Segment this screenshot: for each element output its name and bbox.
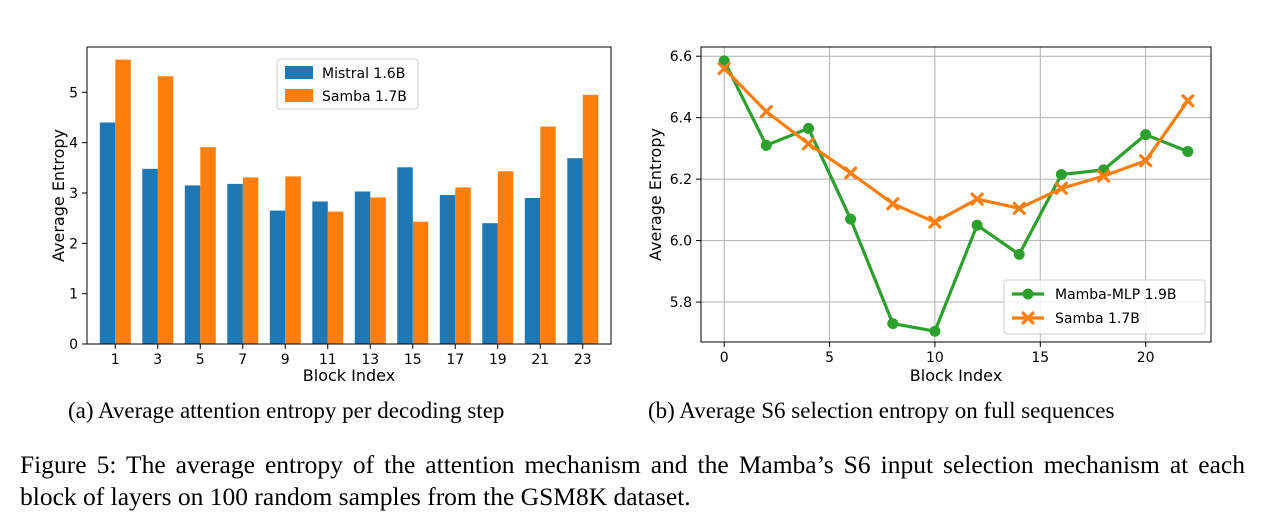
subcaption-b: (b) Average S6 selection entropy on full… [648, 398, 1115, 423]
marker-mamba-mlp [887, 318, 899, 330]
legend-swatch-a [285, 66, 313, 79]
bar-mistral [269, 210, 286, 344]
marker-samba [1096, 169, 1111, 183]
marker-samba [928, 215, 942, 229]
bar-samba [540, 126, 556, 344]
legend-label-a: Samba 1.7B [322, 89, 407, 105]
marker-mamba-mlp [1013, 248, 1025, 260]
y-tick-label-a: 5 [69, 85, 78, 101]
plot-frame-b [700, 46, 1212, 343]
bar-samba [242, 177, 259, 344]
x-axis-label-a: Block Index [303, 366, 395, 385]
subcaption-a: (a) Average attention entropy per decodi… [68, 398, 505, 423]
y-tick-label-b: 6.2 [670, 172, 692, 188]
y-tick-label-b: 6.4 [670, 111, 692, 127]
y-tick-label-a: 0 [69, 337, 78, 353]
x-tick-label-a: 17 [446, 352, 464, 368]
marker-samba [1139, 154, 1153, 168]
bar-samba [115, 59, 131, 344]
marker-samba [1012, 201, 1026, 215]
chart-b: 0 5 10 15 20 5.8 6.0 6.2 6.4 6.6 Block Index Averag… [646, 46, 1212, 385]
marker-mamba-mlp [971, 219, 983, 231]
bar-mistral [482, 223, 498, 344]
legend-a: Mistral 1.6B Samba 1.7B [276, 58, 419, 110]
x-tick-label-a: 9 [281, 352, 290, 368]
plot-frame-a [86, 46, 612, 345]
x-tick-label-a: 13 [361, 352, 379, 368]
bar-mistral [227, 183, 243, 344]
legend-marker-b [1021, 311, 1035, 325]
bar-samba [327, 211, 344, 344]
bar-mistral [99, 122, 116, 344]
legend-label-b: Samba 1.7B [1055, 311, 1140, 327]
x-tick-label-b: 15 [1031, 350, 1049, 366]
bar-samba [455, 187, 471, 344]
marker-samba [844, 166, 858, 180]
bar-samba [412, 221, 429, 344]
legend-marker-b [1022, 288, 1034, 300]
x-tick-label-a: 7 [238, 352, 247, 368]
marker-mamba-mlp [1055, 169, 1067, 181]
y-tick-label-a: 1 [69, 287, 78, 303]
x-tick-label-a: 1 [111, 352, 120, 368]
bar-samba [370, 197, 386, 344]
x-tick-label-a: 3 [153, 352, 162, 368]
marker-mamba-mlp [1140, 129, 1152, 141]
bar-mistral [184, 185, 201, 344]
legend-label-b: Mamba-MLP 1.9B [1055, 287, 1176, 303]
bar-mistral [439, 195, 456, 344]
y-axis-label-a: Average Entropy [49, 129, 68, 262]
marker-samba [886, 197, 900, 211]
line-mamba-mlp [722, 60, 1189, 333]
x-tick-label-a: 21 [531, 352, 549, 368]
marker-mamba-mlp [760, 139, 772, 151]
marker-samba [1054, 181, 1068, 195]
bar-mistral [524, 198, 541, 344]
x-axis-label-b: Block Index [910, 366, 1002, 385]
x-tick-label-a: 19 [489, 352, 507, 368]
x-tick-label-a: 23 [574, 352, 592, 368]
y-tick-label-b: 6.6 [670, 49, 692, 65]
y-tick-label-b: 6.0 [670, 234, 692, 250]
marker-mamba-mlp [802, 122, 814, 134]
y-tick-label-a: 4 [69, 136, 78, 152]
marker-samba [1181, 94, 1195, 108]
bar-samba [285, 176, 301, 344]
figure-caption: Figure 5: The average entropy of the att… [20, 450, 1245, 511]
y-tick-label-a: 3 [69, 186, 78, 202]
bar-samba [200, 147, 216, 344]
y-tick-label-b: 5.8 [670, 295, 692, 311]
marker-samba [717, 61, 731, 76]
bar-samba [582, 94, 599, 344]
marker-mamba-mlp [929, 325, 941, 337]
bar-mistral [142, 168, 158, 344]
marker-mamba-mlp [1182, 145, 1194, 157]
bar-mistral [312, 201, 328, 344]
bar-mistral [567, 158, 583, 344]
bar-mistral [397, 167, 413, 344]
marker-samba [759, 104, 773, 119]
y-axis-label-b: Average Entropy [646, 128, 665, 261]
y-tick-label-a: 2 [69, 236, 78, 252]
marker-samba [801, 137, 816, 151]
x-tick-label-a: 15 [404, 352, 422, 368]
bar-samba [157, 76, 174, 344]
x-tick-label-a: 11 [319, 352, 337, 368]
marker-mamba-mlp [845, 213, 857, 225]
legend-label-a: Mistral 1.6B [322, 66, 405, 82]
marker-samba [970, 192, 984, 206]
legend-swatch-a [285, 89, 313, 102]
x-tick-label-a: 5 [196, 352, 205, 368]
x-tick-label-b: 0 [720, 350, 729, 366]
bar-samba [497, 171, 514, 344]
line-samba [723, 67, 1190, 224]
x-tick-label-b: 5 [825, 350, 834, 366]
x-tick-label-b: 10 [926, 350, 944, 366]
bar-mistral [354, 191, 371, 344]
legend-box-b [1003, 279, 1206, 335]
x-tick-label-b: 20 [1137, 350, 1155, 366]
legend-b: Mamba-MLP 1.9B Samba 1.7B [1003, 279, 1206, 335]
